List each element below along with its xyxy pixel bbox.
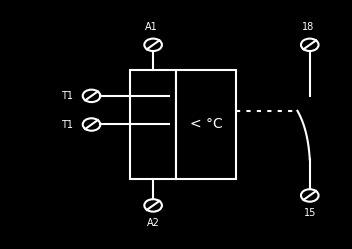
Text: 15: 15: [303, 208, 316, 218]
Bar: [176, 70, 236, 179]
Text: 18: 18: [302, 22, 314, 32]
Bar: [130, 70, 176, 179]
Text: < °C: < °C: [189, 118, 222, 131]
Text: A2: A2: [147, 218, 159, 228]
Text: T1: T1: [61, 91, 73, 101]
Text: A1: A1: [145, 22, 158, 32]
Text: T1: T1: [61, 120, 73, 129]
